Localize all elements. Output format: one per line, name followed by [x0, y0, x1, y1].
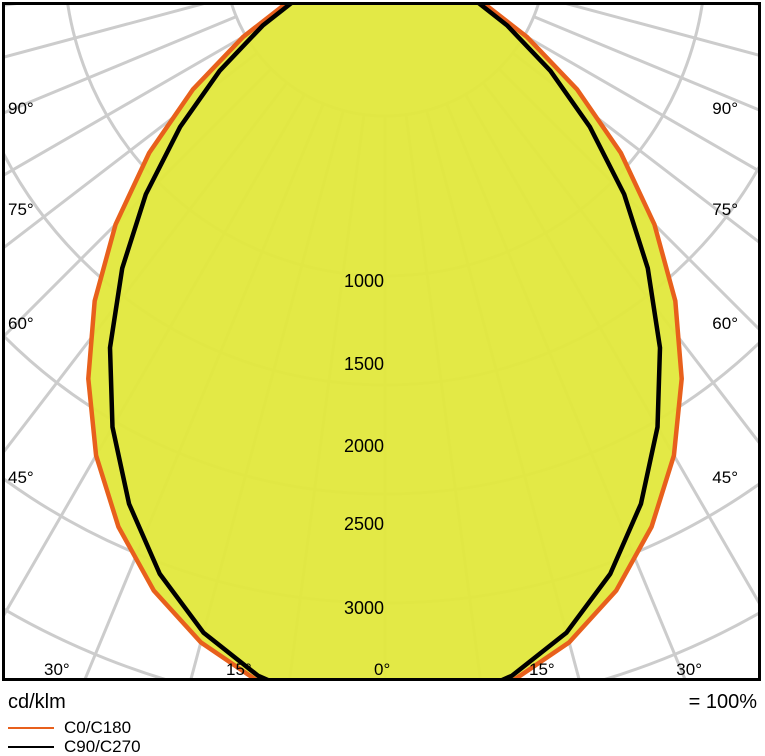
- legend-line-icon: [8, 726, 54, 729]
- distribution-fill: [88, 5, 682, 678]
- ring-label-1500: 1500: [344, 354, 384, 374]
- angle-label-bottom-2: 15°: [529, 660, 555, 679]
- curve-c0-c180: [86, 5, 684, 678]
- angle-label-right-1: 75°: [712, 200, 738, 219]
- distribution-curves: [86, 5, 684, 678]
- angle-tick-labels: 90° 75° 60° 45° 30° 90° 75° 60° 45° 30° 15° 0° 15°: [8, 99, 738, 679]
- ring-value-labels: 1000 1500 2000 2500 3000: [344, 271, 384, 618]
- angle-label-left-0: 90°: [8, 99, 34, 118]
- angle-label-bottom-1: 0°: [374, 660, 390, 679]
- plot-frame: 1000 1500 2000 2500 3000 90° 75° 60° 45° 30° 90° 7…: [2, 2, 761, 681]
- legend-item-0: C0/C180: [8, 718, 408, 737]
- angle-label-left-2: 60°: [8, 314, 34, 333]
- angle-label-right-2: 60°: [712, 314, 738, 333]
- ring-label-2000: 2000: [344, 436, 384, 456]
- ring-label-2500: 2500: [344, 514, 384, 534]
- angle-label-right-0: 90°: [712, 99, 738, 118]
- angle-label-left-3: 45°: [8, 468, 34, 487]
- curve-c90-c270: [107, 5, 663, 678]
- legend: C0/C180 C90/C270: [8, 718, 408, 756]
- unit-label: cd/klm: [8, 691, 66, 713]
- angle-label-right-3: 45°: [712, 468, 738, 487]
- angle-label-bottom-0: 15°: [226, 660, 252, 679]
- ring-label-3000: 3000: [344, 598, 384, 618]
- legend-item-1: C90/C270: [8, 737, 408, 756]
- angle-label-left-4: 30°: [44, 660, 70, 679]
- legend-line-icon: [8, 745, 54, 748]
- angle-label-right-4: 30°: [676, 660, 702, 679]
- angle-label-left-1: 75°: [8, 200, 34, 219]
- polar-plot-svg: 1000 1500 2000 2500 3000 90° 75° 60° 45° 30° 90° 7…: [5, 5, 758, 679]
- footer-row: cd/klm = 100%: [8, 690, 757, 714]
- legend-label: C0/C180: [64, 718, 132, 737]
- chart-footer: cd/klm = 100% C0/C180 C90/C270: [0, 684, 765, 756]
- ring-label-1000: 1000: [344, 271, 384, 291]
- scale-percent-label: = 100%: [688, 691, 757, 713]
- legend-label: C90/C270: [64, 737, 141, 756]
